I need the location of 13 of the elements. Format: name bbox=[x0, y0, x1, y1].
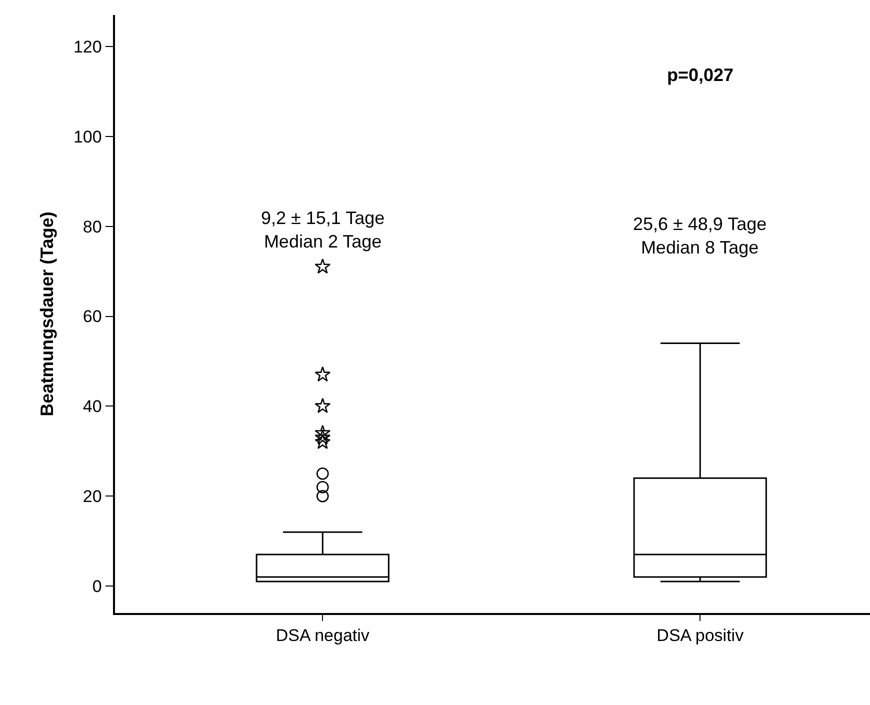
y-tick-label: 60 bbox=[82, 307, 102, 326]
x-tick-label: DSA negativ bbox=[276, 626, 370, 646]
y-tick-label: 40 bbox=[82, 397, 102, 416]
y-tick-label: 120 bbox=[73, 37, 102, 56]
y-tick-label: 20 bbox=[82, 487, 102, 506]
annotation: 25,6 ± 48,9 Tage Median 8 Tage bbox=[633, 214, 767, 258]
annotation: 9,2 ± 15,1 Tage Median 2 Tage bbox=[261, 208, 385, 252]
x-tick-label: DSA positiv bbox=[656, 626, 744, 646]
y-tick-label: 80 bbox=[82, 217, 102, 236]
y-axis-title: Beatmungsdauer (Tage) bbox=[37, 212, 58, 416]
y-tick-label: 100 bbox=[73, 127, 102, 146]
annotation: p=0,027 bbox=[667, 65, 734, 85]
y-tick-label: 0 bbox=[92, 576, 102, 596]
